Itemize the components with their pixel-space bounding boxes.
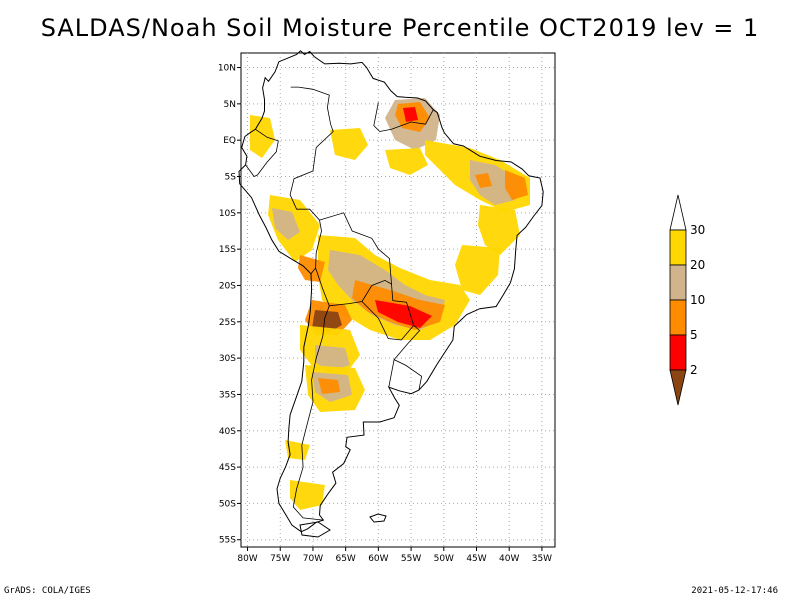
country-border xyxy=(388,359,423,391)
country-border xyxy=(315,267,330,306)
colorbar-lower-extend xyxy=(669,369,687,406)
percentile-patch xyxy=(285,440,310,460)
lon-tick-label: 55W xyxy=(401,554,421,564)
tierra-del-fuego xyxy=(299,521,331,538)
colorbar-segment xyxy=(669,334,687,371)
percentile-patch xyxy=(470,160,520,205)
lat-tick-label: 10N xyxy=(218,64,236,74)
percentile-patch xyxy=(475,173,492,188)
percentile-patch xyxy=(375,300,432,328)
colorbar-upper-extend xyxy=(669,194,687,231)
colorbar-label: 30 xyxy=(690,223,705,237)
lon-tick-label: 35W xyxy=(532,554,552,564)
lat-tick-label: 15S xyxy=(219,245,236,255)
lat-tick-label: 40S xyxy=(219,427,236,437)
lat-tick-label: 10S xyxy=(219,209,236,219)
lon-tick-label: 40W xyxy=(499,554,519,564)
country-border xyxy=(373,102,434,132)
lat-tick-label: EQ xyxy=(223,136,236,146)
lat-tick-label: 5S xyxy=(225,173,237,183)
percentile-patch xyxy=(478,205,520,255)
lon-tick-label: 65W xyxy=(335,554,355,564)
falkland-islands xyxy=(369,513,387,523)
country-border xyxy=(245,128,279,177)
lat-tick-label: 45S xyxy=(219,463,236,473)
percentile-patch xyxy=(315,345,350,372)
latitude-labels: 10N 5N EQ 5S 10S 15S 20S 25S 30S 35S 40S 45S 50S 55S xyxy=(218,64,236,546)
colorbar-label: 20 xyxy=(690,258,705,272)
lat-tick-label: 5N xyxy=(224,100,236,110)
country-border xyxy=(289,170,322,275)
timestamp: 2021-05-12-17:46 xyxy=(691,586,778,596)
percentile-patch xyxy=(330,128,368,160)
lat-tick-label: 30S xyxy=(219,354,236,364)
percentile-patch xyxy=(385,148,428,175)
lon-tick-label: 60W xyxy=(368,554,388,564)
colorbar: 30 20 10 5 2 xyxy=(669,194,705,406)
coastline-and-borders xyxy=(238,50,544,538)
lat-tick-label: 25S xyxy=(219,318,236,328)
colorbar-segment xyxy=(669,299,687,336)
colorbar-label: 10 xyxy=(690,293,705,307)
country-border xyxy=(393,325,421,360)
colorbar-label: 2 xyxy=(690,363,698,377)
lon-tick-label: 70W xyxy=(303,554,323,564)
colorbar-segment xyxy=(669,264,687,301)
colorbar-label: 5 xyxy=(690,328,698,342)
colorbar-segment xyxy=(669,229,687,266)
percentile-patch xyxy=(250,115,275,158)
percentile-patch xyxy=(318,378,340,394)
map-title: SALDAS/Noah Soil Moisture Percentile OCT… xyxy=(40,14,760,42)
lat-tick-label: 20S xyxy=(219,281,236,291)
percentile-shading xyxy=(250,98,530,510)
lat-tick-label: 50S xyxy=(219,499,236,509)
percentile-patch xyxy=(505,170,528,200)
lat-tick-label: 55S xyxy=(219,536,236,546)
lon-tick-label: 50W xyxy=(434,554,454,564)
country-border xyxy=(292,305,330,521)
lon-tick-label: 80W xyxy=(237,554,257,564)
longitude-labels: 80W 75W 70W 65W 60W 55W 50W 45W 40W 35W xyxy=(237,554,552,564)
percentile-patch xyxy=(290,480,325,510)
continent-outline xyxy=(238,50,544,533)
lon-tick-label: 75W xyxy=(270,554,290,564)
percentile-patch xyxy=(455,245,500,295)
country-border xyxy=(361,283,415,341)
grads-credit: GrADS: COLA/IGES xyxy=(4,586,91,596)
lat-tick-label: 35S xyxy=(219,390,236,400)
country-border xyxy=(290,86,334,171)
country-border xyxy=(319,212,392,307)
percentile-patch xyxy=(403,107,418,122)
lon-tick-label: 45W xyxy=(466,554,486,564)
percentile-patch xyxy=(272,208,300,240)
